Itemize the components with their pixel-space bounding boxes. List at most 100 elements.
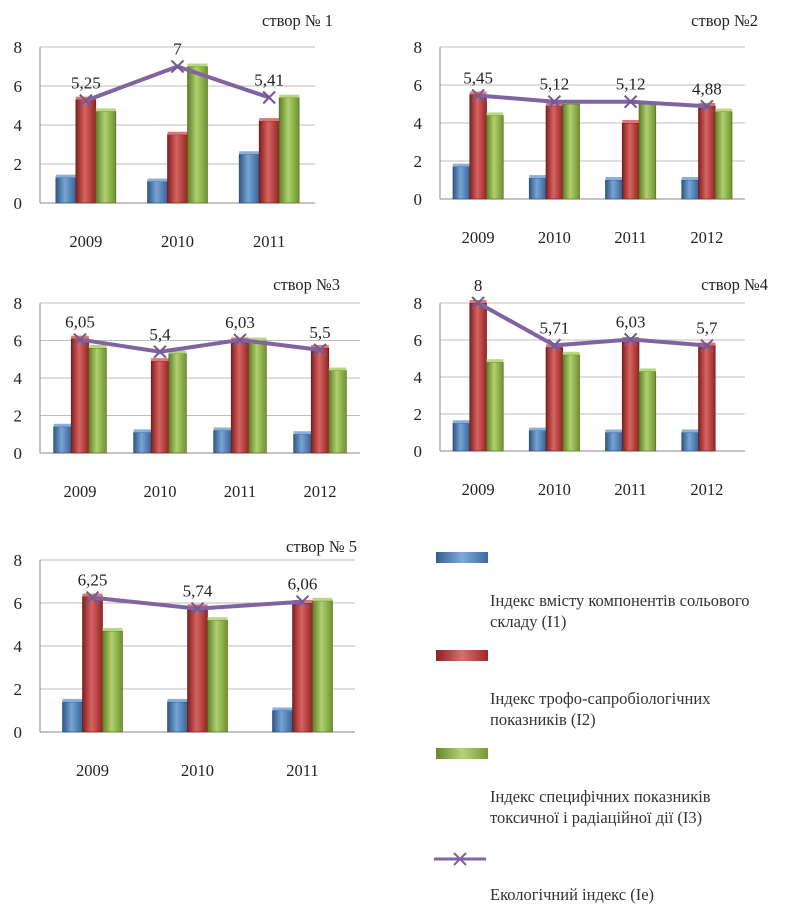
bar-top-i3 bbox=[168, 350, 187, 354]
bar-top-i1 bbox=[53, 423, 72, 427]
bar-i1 bbox=[681, 179, 699, 200]
legend-label-ie: Екологічний індекс (Іе) bbox=[490, 885, 655, 904]
y-tick-label: 0 bbox=[14, 444, 23, 463]
chart-panel-2: 0 2 4 6 8 створ №2 2009 2010 2011 2012 5,45 5,12 5,1… bbox=[414, 11, 759, 247]
bar-top-i3 bbox=[715, 108, 733, 112]
ecological-index-point bbox=[547, 95, 562, 109]
bar-top-i2 bbox=[71, 335, 89, 339]
legend-line-marker-ie bbox=[434, 852, 486, 866]
ecological-index-label: 6,03 bbox=[616, 312, 646, 331]
bar-top-i2 bbox=[82, 593, 103, 597]
ecological-index-point bbox=[623, 95, 638, 109]
ecological-index-line bbox=[477, 301, 708, 348]
bar-i2 bbox=[469, 302, 487, 452]
x-tick-label: 2009 bbox=[76, 761, 109, 780]
x-tick-label: 2011 bbox=[253, 232, 285, 251]
ecological-index-label: 5,12 bbox=[616, 75, 646, 94]
bar-i2 bbox=[292, 602, 313, 733]
legend-item-i2: Індекс трофо-сапробіологічних показників… bbox=[430, 646, 805, 730]
bar-top-i3 bbox=[187, 63, 208, 67]
bar-i2 bbox=[545, 347, 564, 452]
ecological-index-label: 8 bbox=[474, 276, 483, 295]
bar-i3 bbox=[562, 354, 580, 452]
legend-label-i1: Індекс вмісту компонентів сольового скла… bbox=[490, 591, 750, 631]
bar-top-i1 bbox=[167, 698, 188, 702]
y-tick-label: 6 bbox=[414, 331, 423, 350]
x-tick-label: 2010 bbox=[161, 232, 194, 251]
chart-panel-5: 0 2 4 6 8 створ № 5 2009 2010 2011 6,25 5,74 6,06 bbox=[14, 537, 358, 780]
bar-i1 bbox=[293, 433, 312, 454]
bar-i3 bbox=[638, 103, 657, 200]
ecological-index-label: 5,7 bbox=[696, 319, 718, 338]
x-tick-label: 2011 bbox=[614, 480, 646, 499]
ecological-index-line bbox=[79, 337, 321, 354]
x-tick-label: 2010 bbox=[538, 228, 571, 247]
ecological-index-point bbox=[79, 93, 93, 108]
x-tick-label: 2012 bbox=[304, 482, 337, 501]
x-tick-label: 2012 bbox=[690, 480, 723, 499]
ecological-index-point bbox=[73, 332, 87, 347]
bar-i2 bbox=[621, 122, 640, 200]
ecological-index-label: 5,41 bbox=[254, 71, 284, 90]
bar-i2 bbox=[75, 99, 97, 204]
y-tick-label: 6 bbox=[14, 77, 23, 96]
y-tick-label: 0 bbox=[414, 442, 423, 461]
bar-top-i1 bbox=[681, 429, 699, 433]
ecological-index-point bbox=[85, 590, 100, 605]
chart-title: створ №2 bbox=[691, 11, 758, 30]
ecological-index-point bbox=[700, 99, 714, 113]
y-tick-label: 4 bbox=[14, 637, 23, 656]
bar-i3 bbox=[562, 103, 580, 200]
ecological-index-point bbox=[623, 332, 638, 347]
bar-i3 bbox=[328, 370, 347, 454]
y-tick-label: 8 bbox=[14, 294, 23, 313]
bar-i3 bbox=[88, 347, 107, 454]
ecological-index-point bbox=[190, 601, 205, 616]
bar-i1 bbox=[605, 432, 623, 452]
x-tick-label: 2009 bbox=[69, 232, 102, 251]
chart-title: створ № 5 bbox=[286, 537, 357, 556]
ecological-index-label: 7 bbox=[173, 40, 182, 59]
bar-top-i3 bbox=[486, 112, 504, 116]
x-tick-label: 2009 bbox=[462, 480, 495, 499]
bar-i2 bbox=[70, 338, 90, 454]
bar-i1 bbox=[213, 430, 232, 454]
ecological-index-label: 6,06 bbox=[288, 575, 318, 594]
ecological-index-point bbox=[471, 88, 485, 103]
bar-i1 bbox=[452, 166, 471, 200]
y-tick-label: 0 bbox=[14, 194, 23, 213]
ecological-index-point bbox=[313, 343, 327, 357]
bar-top-i3 bbox=[328, 367, 347, 371]
bar-top-i1 bbox=[133, 429, 152, 433]
bar-i1 bbox=[167, 701, 188, 733]
y-tick-label: 2 bbox=[414, 405, 423, 424]
x-tick-label: 2009 bbox=[462, 228, 495, 247]
bar-i2 bbox=[82, 596, 103, 733]
y-tick-label: 0 bbox=[14, 723, 23, 742]
bar-top-i2 bbox=[622, 120, 640, 123]
y-tick-label: 8 bbox=[414, 38, 423, 57]
legend-swatch-i3 bbox=[436, 748, 488, 759]
ecological-index-label: 5,5 bbox=[309, 323, 330, 342]
bar-i2 bbox=[230, 340, 250, 454]
bar-top-i3 bbox=[248, 337, 267, 341]
y-tick-label: 2 bbox=[414, 152, 423, 171]
y-tick-label: 4 bbox=[14, 116, 23, 135]
legend-swatch-i1 bbox=[436, 552, 488, 563]
bar-i3 bbox=[486, 115, 504, 200]
ecological-index-label: 5,71 bbox=[540, 318, 570, 337]
bar-i3 bbox=[714, 111, 733, 200]
ecological-index-label: 5,4 bbox=[149, 325, 171, 344]
bar-top-i1 bbox=[55, 174, 76, 178]
y-tick-label: 6 bbox=[414, 76, 423, 95]
bar-i1 bbox=[133, 432, 152, 454]
bar-i1 bbox=[452, 422, 471, 452]
bar-top-i3 bbox=[486, 359, 504, 363]
bar-top-i3 bbox=[88, 345, 107, 348]
ecological-index-point bbox=[170, 59, 185, 74]
bar-i3 bbox=[168, 353, 187, 454]
bar-top-i1 bbox=[452, 420, 470, 424]
ecological-index-line bbox=[477, 93, 707, 109]
legend: Індекс вмісту компонентів сольового скла… bbox=[430, 548, 805, 919]
x-tick-label: 2010 bbox=[181, 761, 214, 780]
